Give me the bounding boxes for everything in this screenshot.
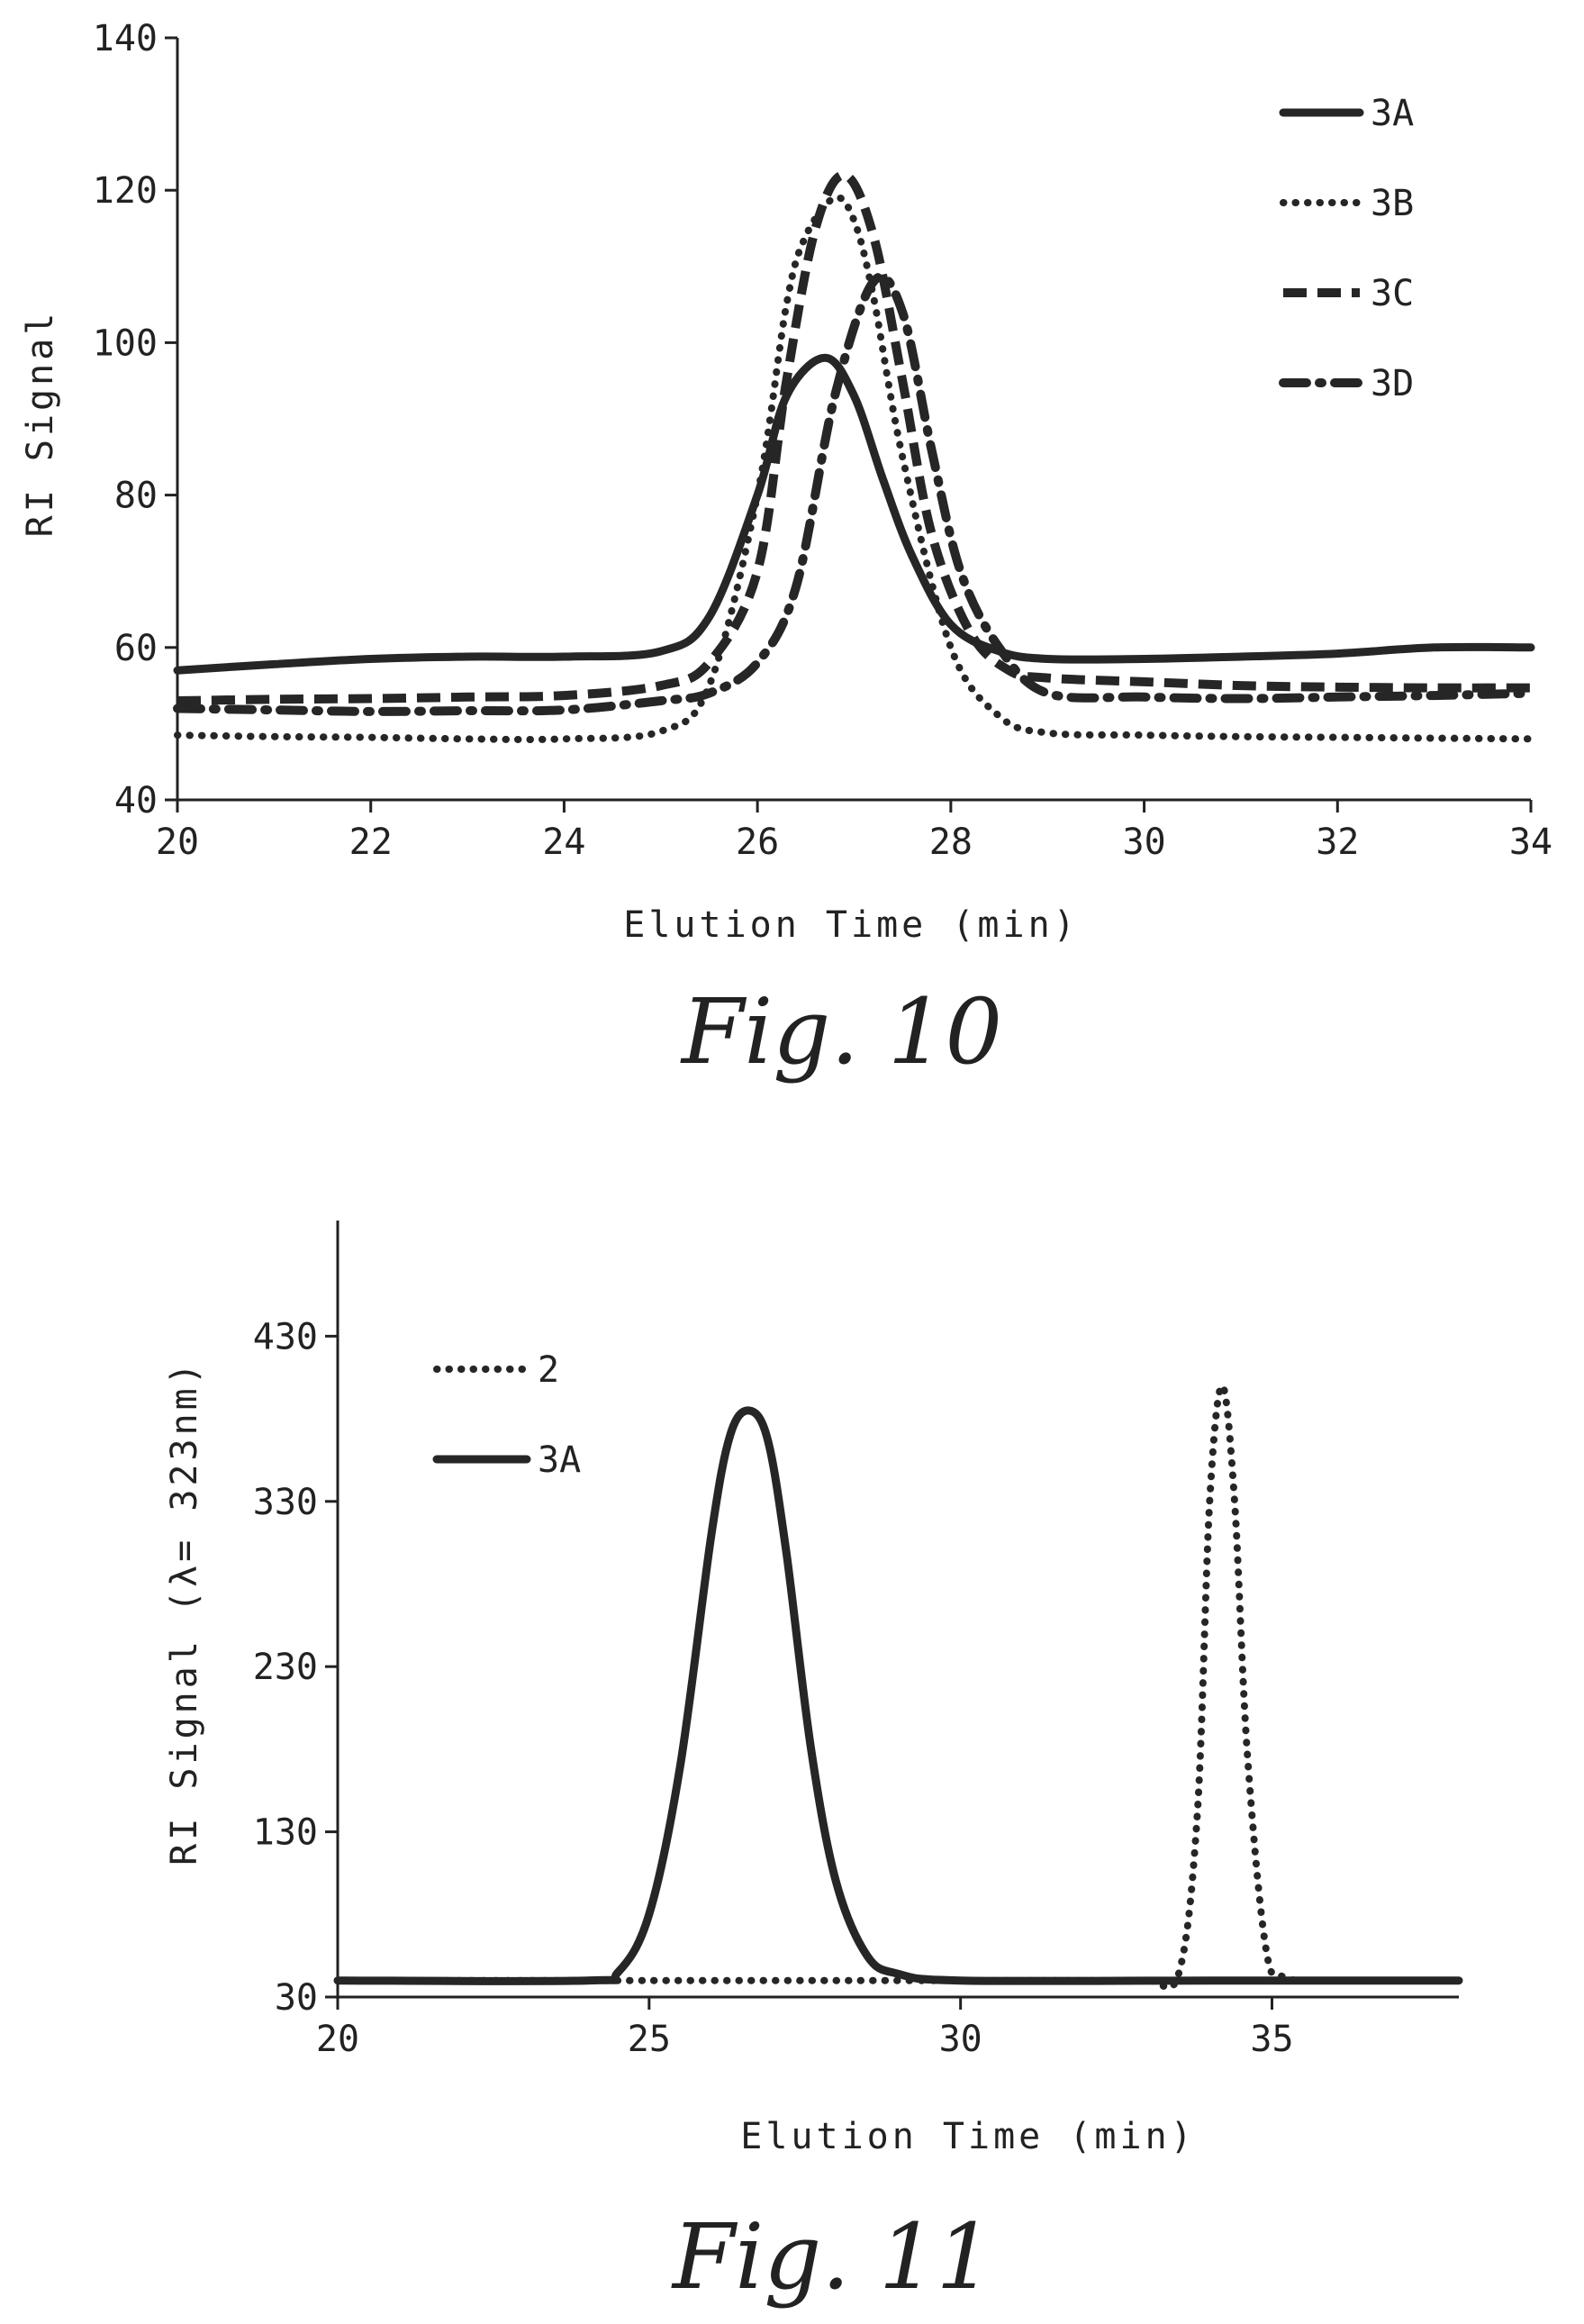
chart-fig-10-caption: Fig. 10: [680, 979, 1002, 1085]
y-tick-label: 140: [93, 18, 158, 59]
y-tick-label: 60: [114, 628, 158, 669]
y-tick-label: 230: [253, 1647, 318, 1688]
chart-fig-11-ylabel: RI Signal (λ= 323nm): [164, 1359, 205, 1866]
x-tick-label: 32: [1316, 822, 1359, 863]
x-tick-label: 20: [156, 822, 199, 863]
series-line-3A: [173, 353, 1535, 675]
chart-fig-11-caption: Fig. 11: [671, 2204, 993, 2310]
y-tick-label: 120: [93, 170, 158, 212]
x-tick-label: 30: [1122, 822, 1165, 863]
chart-fig-10: Elution Time (min) RI Signal Fig. 10 20 2…: [20, 18, 1552, 1085]
series-line-3D: [173, 272, 1535, 716]
y-tick-label: 430: [253, 1316, 318, 1357]
y-tick-label: 40: [114, 780, 158, 822]
x-tick-label: 28: [929, 822, 973, 863]
x-tick-label: 30: [939, 2019, 982, 2060]
x-tick-label: 34: [1509, 822, 1552, 863]
chart-fig-10-xlabel: Elution Time (min): [623, 904, 1078, 946]
series-line-3C: [177, 170, 1532, 705]
series-line-3B: [174, 194, 1534, 743]
x-tick-label: 25: [628, 2019, 671, 2060]
chart-fig-11: Elution Time (min) RI Signal (λ= 323nm) …: [164, 1221, 1463, 2310]
x-tick-label: 26: [736, 822, 779, 863]
x-tick-label: 20: [316, 2019, 359, 2060]
y-tick-label: 80: [114, 476, 158, 517]
x-tick-label: 22: [349, 822, 393, 863]
x-tick-label: 24: [542, 822, 585, 863]
legend-label-3B: 3B: [1371, 183, 1414, 224]
legend-label-3A: 3A: [1371, 93, 1414, 134]
y-tick-label: 130: [253, 1812, 318, 1854]
legend-label-3A: 3A: [538, 1439, 581, 1481]
legend-label-2: 2: [538, 1349, 559, 1391]
series-line-2: [334, 1382, 1462, 1992]
chart-fig-10-ylabel: RI Signal: [20, 310, 61, 538]
legend-label-3D: 3D: [1371, 363, 1414, 404]
y-tick-label: 330: [253, 1482, 318, 1523]
series-line-3A: [333, 1406, 1463, 1985]
y-tick-label: 100: [93, 322, 158, 364]
y-tick-label: 30: [275, 1977, 318, 2019]
legend-label-3C: 3C: [1371, 273, 1414, 314]
chart-fig-11-xlabel: Elution Time (min): [740, 2116, 1195, 2157]
x-tick-label: 35: [1250, 2019, 1293, 2060]
